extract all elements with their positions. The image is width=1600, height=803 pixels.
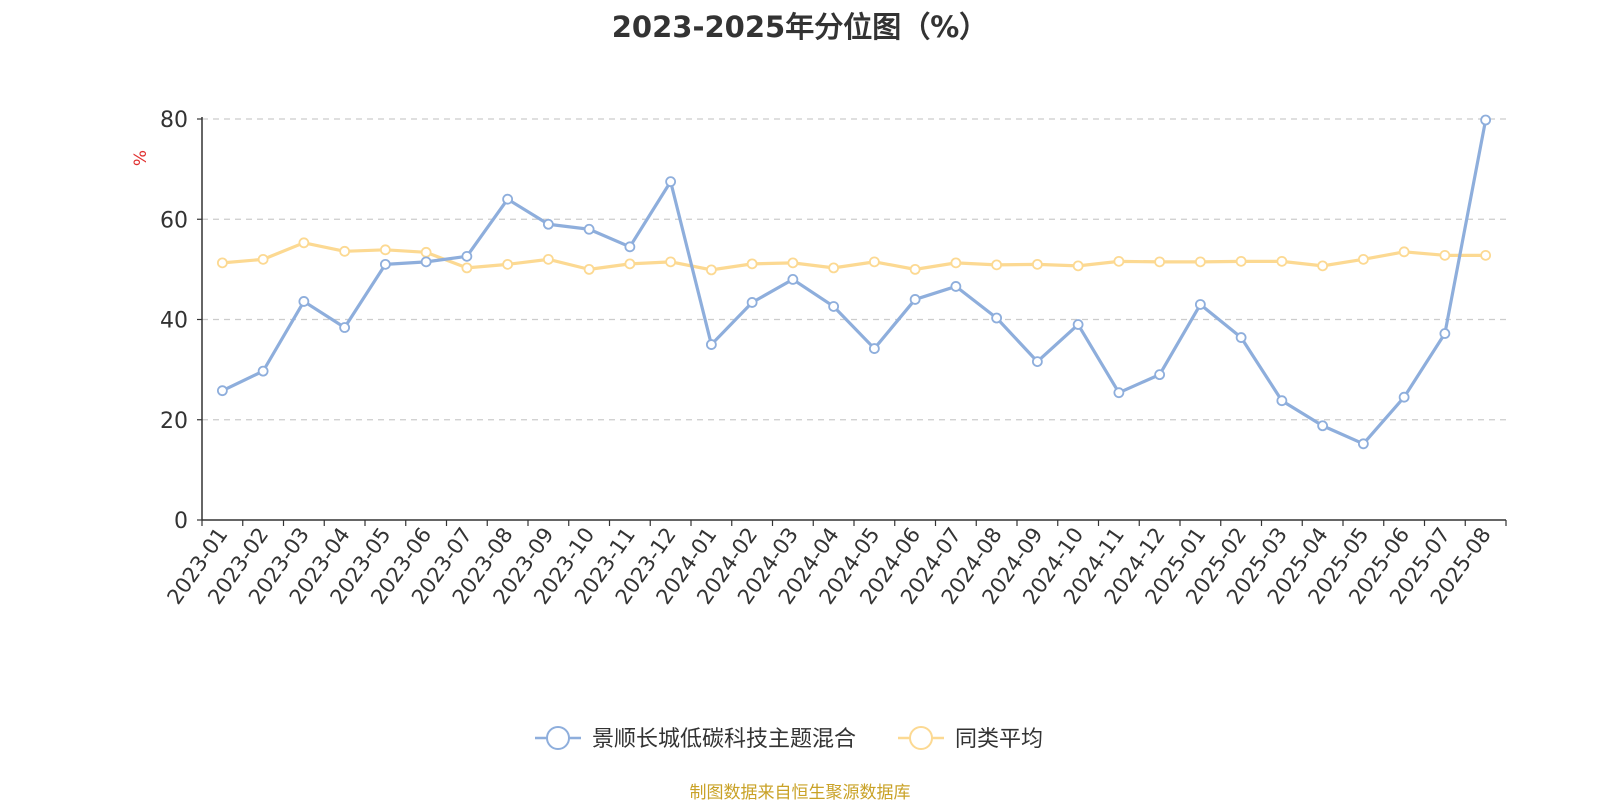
legend[interactable]: 景顺长城低碳科技主题混合 同类平均 bbox=[535, 726, 1043, 752]
series-0-point-2023-11 bbox=[624, 241, 636, 253]
series-0-point-2023-05 bbox=[379, 258, 391, 270]
series-0-point-2023-03 bbox=[298, 296, 310, 307]
series-1-point-2025-02 bbox=[1235, 255, 1247, 267]
source-note: 制图数据来自恒生聚源数据库 bbox=[689, 783, 911, 803]
series-1-point-2024-07 bbox=[950, 257, 962, 269]
series-1-point-2024-09 bbox=[1031, 258, 1043, 270]
axes: 020406080%2023-012023-022023-032023-0420… bbox=[131, 108, 1507, 609]
series-1-point-2023-04 bbox=[339, 245, 351, 257]
series-0-point-2025-06 bbox=[1398, 391, 1410, 403]
y-axis-label: % bbox=[131, 150, 151, 166]
series-line-1 bbox=[222, 241, 1486, 272]
series-0-point-2023-09 bbox=[542, 218, 554, 230]
series-1-point-2024-05 bbox=[868, 256, 880, 268]
series-0-point-2025-01 bbox=[1194, 299, 1206, 310]
series-1-point-2023-10 bbox=[583, 263, 595, 275]
series-0-point-2023-10 bbox=[583, 223, 595, 235]
series-1-point-2023-06 bbox=[420, 246, 432, 258]
series-1-point-2025-03 bbox=[1276, 255, 1288, 267]
series-1-point-2024-01 bbox=[705, 264, 717, 276]
y-tick-label-80: 80 bbox=[160, 108, 188, 133]
series-line-0 bbox=[221, 119, 1488, 446]
series-1-point-2024-12 bbox=[1154, 256, 1166, 268]
legend-marker-0 bbox=[546, 726, 570, 750]
y-tick-label-20: 20 bbox=[160, 409, 188, 434]
series-0-point-2023-12 bbox=[665, 176, 677, 188]
series-1-point-2023-07 bbox=[461, 262, 473, 274]
series-1-point-2024-04 bbox=[828, 262, 840, 274]
series-0-point-2023-07 bbox=[461, 250, 473, 262]
series-1-point-2024-08 bbox=[991, 259, 1003, 271]
series-0-point-2024-10 bbox=[1072, 319, 1084, 330]
y-tick-label-40: 40 bbox=[160, 309, 188, 334]
series-0-point-2024-09 bbox=[1031, 356, 1043, 368]
series-0-point-2023-02 bbox=[257, 365, 269, 377]
series-1-point-2025-06 bbox=[1398, 246, 1410, 258]
series-1-point-2024-03 bbox=[787, 257, 799, 269]
series-layer bbox=[216, 114, 1492, 450]
series-1-point-2024-11 bbox=[1113, 255, 1125, 267]
series-1-point-2024-06 bbox=[909, 263, 921, 275]
series-0-point-2025-07 bbox=[1439, 328, 1451, 339]
series-0-point-2023-01 bbox=[216, 385, 228, 397]
legend-label-0[interactable]: 景顺长城低碳科技主题混合 bbox=[592, 727, 856, 752]
series-0-point-2024-08 bbox=[991, 312, 1003, 324]
series-0-point-2024-02 bbox=[746, 297, 758, 308]
series-1-point-2025-07 bbox=[1439, 249, 1451, 261]
series-1-point-2024-02 bbox=[746, 258, 758, 270]
series-0-point-2024-05 bbox=[868, 343, 880, 354]
series-0-point-2024-03 bbox=[787, 273, 799, 285]
series-1-point-2023-02 bbox=[257, 253, 269, 265]
chart-title: 2023-2025年分位图（%） bbox=[611, 10, 989, 44]
series-1-point-2025-04 bbox=[1317, 260, 1329, 272]
series-0-point-2024-11 bbox=[1113, 387, 1125, 399]
series-1-point-2023-08 bbox=[502, 258, 514, 270]
series-0-point-2025-05 bbox=[1357, 438, 1369, 450]
legend-label-1[interactable]: 同类平均 bbox=[955, 727, 1043, 752]
series-1-point-2023-01 bbox=[216, 257, 228, 269]
y-tick-label-0: 0 bbox=[174, 509, 188, 534]
series-1-point-2023-12 bbox=[665, 256, 677, 268]
series-0-point-2023-04 bbox=[339, 322, 351, 333]
series-1-point-2025-01 bbox=[1194, 256, 1206, 268]
series-1-point-2023-03 bbox=[298, 237, 310, 249]
series-1-point-2023-11 bbox=[624, 258, 636, 270]
series-1-point-2023-05 bbox=[379, 244, 391, 256]
series-0-point-2025-03 bbox=[1276, 395, 1288, 407]
legend-marker-1 bbox=[909, 726, 933, 750]
series-0-point-2025-08 bbox=[1480, 114, 1492, 126]
series-1-point-2025-05 bbox=[1357, 253, 1369, 265]
series-1-point-2025-08 bbox=[1480, 249, 1492, 261]
series-0-point-2024-07 bbox=[950, 281, 962, 292]
grid-lines bbox=[202, 118, 1506, 421]
series-0-point-2025-02 bbox=[1235, 332, 1247, 343]
series-0-point-2025-04 bbox=[1317, 420, 1329, 432]
series-0-point-2024-12 bbox=[1154, 369, 1166, 381]
y-tick-label-60: 60 bbox=[160, 208, 188, 233]
series-1-point-2024-10 bbox=[1072, 260, 1084, 272]
series-0-point-2024-04 bbox=[828, 301, 840, 312]
series-0-point-2024-01 bbox=[705, 339, 717, 350]
series-1-point-2023-09 bbox=[542, 253, 554, 265]
series-0-point-2023-08 bbox=[502, 193, 514, 205]
series-0-point-2023-06 bbox=[420, 256, 432, 268]
series-0-point-2024-06 bbox=[909, 294, 921, 305]
